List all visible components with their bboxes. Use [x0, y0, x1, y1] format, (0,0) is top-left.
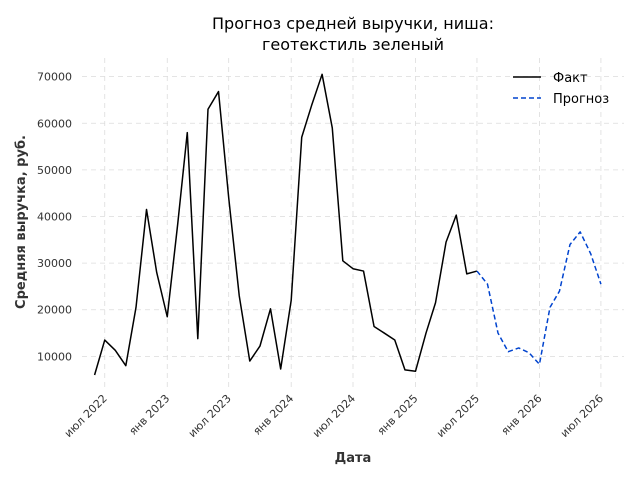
x-tick-label: янв 2023 [127, 392, 173, 438]
x-tick-label: янв 2025 [375, 392, 421, 438]
chart-title-line-2: геотекстиль зеленый [262, 35, 444, 54]
y-tick-label: 60000 [37, 117, 72, 130]
series-line-fact [93, 73, 478, 376]
y-tick-label: 70000 [37, 71, 72, 84]
legend-label-fact: Факт [553, 71, 588, 86]
grid [82, 58, 624, 389]
y-axis-ticks: 10000 20000 30000 40000 50000 60000 70000 [37, 71, 72, 364]
x-tick-label: июл 2025 [434, 392, 482, 440]
x-tick-label: июл 2023 [186, 392, 234, 440]
legend-label-forecast: Прогноз [553, 92, 609, 107]
y-tick-label: 20000 [37, 304, 72, 317]
x-axis-label: Дата [335, 451, 372, 466]
x-axis-ticks: июл 2022 янв 2023 июл 2023 янв 2024 июл 2024… [62, 392, 606, 440]
x-tick-label: янв 2026 [499, 392, 545, 438]
y-tick-label: 50000 [37, 164, 72, 177]
legend: Факт Прогноз [513, 71, 609, 107]
x-tick-label: янв 2024 [250, 392, 296, 438]
series-layer [93, 73, 602, 376]
y-axis-label: Средняя выручка, руб. [14, 135, 29, 309]
x-tick-label: июл 2024 [310, 392, 358, 440]
x-tick-label: июл 2026 [558, 392, 606, 440]
y-tick-label: 10000 [37, 350, 72, 363]
x-tick-label: июл 2022 [62, 392, 110, 440]
series-line-forecast [476, 231, 602, 366]
y-tick-label: 30000 [37, 257, 72, 270]
y-tick-label: 40000 [37, 211, 72, 224]
chart-title-line-1: Прогноз средней выручки, ниша: [212, 14, 494, 33]
